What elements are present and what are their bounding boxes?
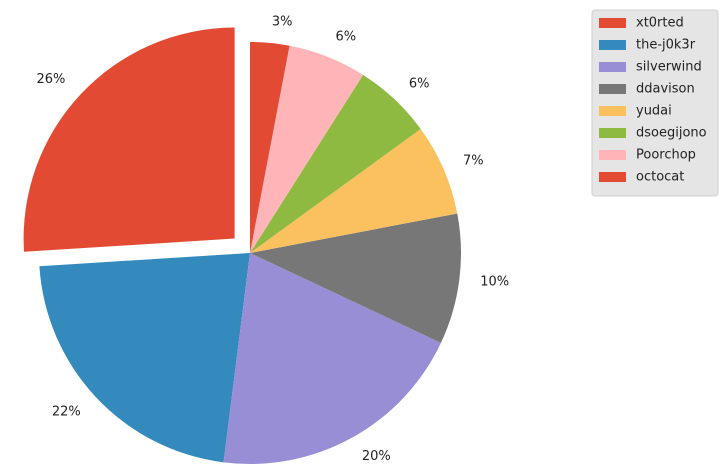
legend-swatch: [599, 150, 626, 160]
legend-label: yudai: [636, 104, 672, 119]
legend: xt0rted the-j0k3r silverwind ddavison yudai d…: [591, 9, 719, 197]
legend-label: dsoegijono: [636, 126, 707, 141]
pie-slice: [39, 253, 251, 463]
slice-label: 3%: [272, 14, 293, 29]
pie-slice: [223, 253, 441, 464]
legend-swatch: [599, 40, 626, 50]
slice-label: 10%: [480, 275, 509, 290]
slice-label: 26%: [37, 72, 66, 87]
legend-swatch: [599, 18, 626, 28]
pie-slice: [250, 74, 421, 254]
pie-slice: [250, 45, 364, 253]
legend-swatch: [599, 128, 626, 138]
legend-label: the-j0k3r: [636, 38, 696, 53]
legend-swatch: [599, 62, 626, 72]
legend-swatch: [599, 84, 626, 94]
legend-swatch: [599, 172, 626, 182]
slice-label: 6%: [409, 76, 430, 91]
legend-label: ddavison: [636, 82, 695, 97]
legend-label: silverwind: [636, 60, 702, 75]
pie-slice: [250, 213, 461, 343]
pie-slice: [250, 42, 290, 253]
slice-label: 7%: [463, 153, 484, 168]
legend-label: xt0rted: [636, 16, 684, 31]
slice-label: 20%: [362, 449, 391, 464]
slice-label: 6%: [335, 30, 356, 45]
pie-slice: [23, 27, 235, 252]
pie-slice: [250, 128, 458, 253]
legend-swatch: [599, 106, 626, 116]
slice-label: 22%: [52, 404, 81, 419]
legend-label: octocat: [636, 170, 684, 185]
legend-label: Poorchop: [636, 148, 696, 163]
legend-box: [591, 9, 719, 197]
